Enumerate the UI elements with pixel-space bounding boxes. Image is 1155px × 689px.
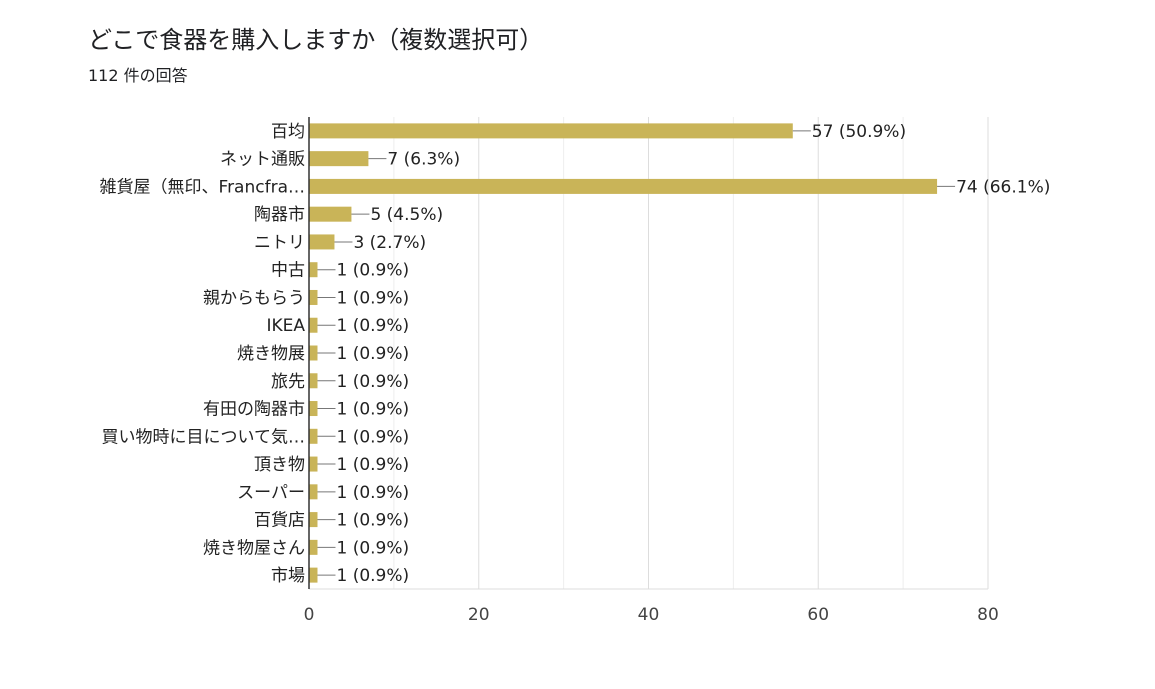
data-label: 1 (0.9%) xyxy=(336,427,409,447)
category-label: 買い物時に目について気… xyxy=(102,427,306,447)
category-label: ネット通販 xyxy=(220,150,305,170)
bar xyxy=(309,456,318,472)
bar xyxy=(309,151,369,167)
data-label: 57 (50.9%) xyxy=(812,122,906,142)
data-label: 1 (0.9%) xyxy=(336,566,409,586)
bar xyxy=(309,512,318,528)
category-label: 雑貨屋（無印、Francfra… xyxy=(100,177,305,197)
data-label: 1 (0.9%) xyxy=(336,316,409,336)
data-label: 1 (0.9%) xyxy=(336,455,409,475)
bar xyxy=(309,401,318,417)
category-label: 陶器市 xyxy=(254,205,305,225)
bar xyxy=(309,428,318,444)
category-label: 親からもらう xyxy=(203,288,305,308)
bar xyxy=(309,345,318,361)
data-label: 5 (4.5%) xyxy=(370,205,443,225)
bar xyxy=(309,262,318,278)
x-tick-label: 40 xyxy=(638,605,660,625)
bar xyxy=(309,123,793,139)
data-label: 1 (0.9%) xyxy=(336,288,409,308)
data-label: 1 (0.9%) xyxy=(336,511,409,531)
data-label: 1 (0.9%) xyxy=(336,344,409,364)
category-label: 市場 xyxy=(271,566,305,586)
bar xyxy=(309,317,318,333)
x-tick-label: 60 xyxy=(807,605,829,625)
bar xyxy=(309,567,318,583)
category-label: 百貨店 xyxy=(254,511,305,531)
data-label: 1 (0.9%) xyxy=(336,538,409,558)
x-tick-label: 0 xyxy=(304,605,315,625)
category-label: 中古 xyxy=(271,261,305,281)
data-label: 1 (0.9%) xyxy=(336,261,409,281)
data-label: 1 (0.9%) xyxy=(336,400,409,420)
bar xyxy=(309,484,318,500)
category-label: 百均 xyxy=(271,122,305,142)
x-tick-label: 20 xyxy=(468,605,490,625)
data-label: 7 (6.3%) xyxy=(387,150,460,170)
x-tick-label: 80 xyxy=(977,605,999,625)
category-label: ニトリ xyxy=(254,233,305,253)
response-count: 112 件の回答 xyxy=(88,66,188,85)
category-label: IKEA xyxy=(266,316,305,336)
category-label: 旅先 xyxy=(271,372,305,392)
category-label: 頂き物 xyxy=(254,455,305,475)
bar xyxy=(309,234,335,250)
bar xyxy=(309,178,938,194)
data-label: 3 (2.7%) xyxy=(353,233,426,253)
bar xyxy=(309,539,318,555)
category-label: 焼き物屋さん xyxy=(203,538,305,558)
data-label: 1 (0.9%) xyxy=(336,372,409,392)
category-label: スーパー xyxy=(237,483,305,503)
bar xyxy=(309,206,352,222)
chart-title: どこで食器を購入しますか（複数選択可） xyxy=(88,26,544,54)
category-label: 有田の陶器市 xyxy=(203,400,305,420)
bar xyxy=(309,373,318,389)
data-label: 1 (0.9%) xyxy=(336,483,409,503)
data-label: 74 (66.1%) xyxy=(956,177,1050,197)
category-label: 焼き物展 xyxy=(237,344,305,364)
bar xyxy=(309,289,318,305)
